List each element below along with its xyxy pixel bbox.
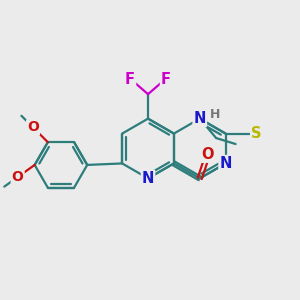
Text: O: O <box>27 120 39 134</box>
Text: O: O <box>12 170 24 184</box>
Text: S: S <box>251 126 262 141</box>
Text: N: N <box>194 111 206 126</box>
Text: H: H <box>209 108 220 121</box>
Text: F: F <box>125 72 135 87</box>
Text: N: N <box>142 171 154 186</box>
Text: O: O <box>202 147 214 162</box>
Text: N: N <box>219 156 232 171</box>
Text: F: F <box>161 72 171 87</box>
